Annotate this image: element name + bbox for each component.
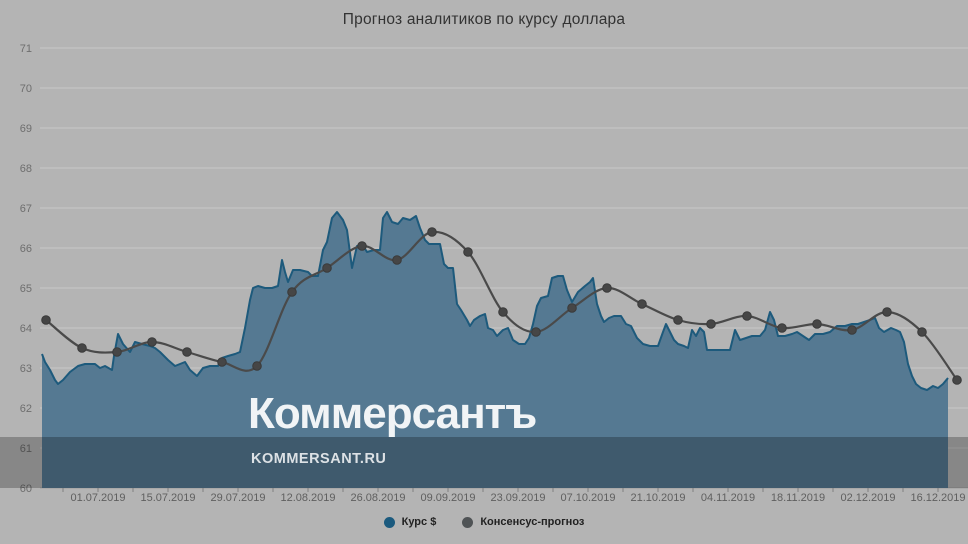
x-tick-label: 07.10.2019 (560, 492, 615, 504)
consensus-forecast-point (567, 303, 577, 313)
y-tick-label-68: 68 (20, 163, 32, 175)
consensus-forecast-point (252, 361, 262, 371)
y-tick-label-70: 70 (20, 83, 32, 95)
x-tick-label: 26.08.2019 (350, 492, 405, 504)
legend-item-kurs[interactable]: Курс $ (383, 516, 437, 528)
consensus-forecast-point (322, 263, 332, 273)
legend-item-consensus[interactable]: Консенсус-прогноз (462, 516, 584, 528)
consensus-forecast-point (637, 299, 647, 309)
consensus-forecast-point (77, 343, 87, 353)
consensus-forecast-point (217, 357, 227, 367)
consensus-series-dot-icon (462, 516, 474, 528)
consensus-forecast-point (392, 255, 402, 265)
consensus-forecast-point (812, 319, 822, 329)
x-tick-label: 09.09.2019 (420, 492, 475, 504)
y-tick-label-60: 60 (20, 483, 32, 495)
x-tick-label: 12.08.2019 (280, 492, 335, 504)
x-tick-label: 29.07.2019 (210, 492, 265, 504)
consensus-forecast-point (777, 323, 787, 333)
x-tick-label: 01.07.2019 (70, 492, 125, 504)
consensus-forecast-point (602, 283, 612, 293)
legend-label-kurs: Курс $ (401, 516, 437, 528)
consensus-forecast-point (41, 315, 51, 325)
chart-legend: Курс $ Консенсус-прогноз (0, 516, 968, 528)
chart-title: Прогноз аналитиков по курсу доллара (342, 11, 626, 28)
consensus-forecast-point (112, 347, 122, 357)
consensus-forecast-point (742, 311, 752, 321)
y-tick-label-67: 67 (20, 203, 32, 215)
consensus-forecast-point (952, 375, 962, 385)
consensus-forecast-point (427, 227, 437, 237)
y-tick-label-62: 62 (20, 403, 32, 415)
consensus-forecast-point (463, 247, 473, 257)
y-tick-label-66: 66 (20, 243, 32, 255)
kurs-area-fill (42, 212, 948, 488)
kommersant-logo: Коммерсантъ (248, 389, 537, 438)
consensus-forecast-point (357, 241, 367, 251)
x-tick-label: 15.07.2019 (140, 492, 195, 504)
consensus-forecast-point (147, 337, 157, 347)
y-tick-label-69: 69 (20, 123, 32, 135)
kurs-series-dot-icon (383, 516, 395, 528)
consensus-forecast-point (673, 315, 683, 325)
x-tick-label: 23.09.2019 (490, 492, 545, 504)
y-tick-label-64: 64 (20, 323, 32, 335)
watermark-band (0, 437, 968, 488)
legend-label-consensus: Консенсус-прогноз (480, 516, 585, 528)
x-tick-label: 16.12.2019 (910, 492, 965, 504)
y-tick-label-61: 61 (20, 443, 32, 455)
consensus-forecast-point (706, 319, 716, 329)
consensus-forecast-point (917, 327, 927, 337)
y-tick-label-63: 63 (20, 363, 32, 375)
y-tick-label-65: 65 (20, 283, 32, 295)
kurs-area-line (41, 211, 949, 391)
consensus-forecast-point (531, 327, 541, 337)
x-tick-label: 02.12.2019 (840, 492, 895, 504)
kommersant-url: KOMMERSANT.RU (251, 451, 387, 467)
x-tick-label: 04.11.2019 (701, 492, 755, 504)
consensus-forecast-point (182, 347, 192, 357)
consensus-forecast-point (882, 307, 892, 317)
x-tick-label: 21.10.2019 (630, 492, 685, 504)
consensus-forecast-point (498, 307, 508, 317)
consensus-forecast-point (847, 325, 857, 335)
consensus-forecast-point (287, 287, 297, 297)
x-tick-label: 18.11.2019 (771, 492, 825, 504)
y-tick-label-71: 71 (20, 43, 32, 55)
